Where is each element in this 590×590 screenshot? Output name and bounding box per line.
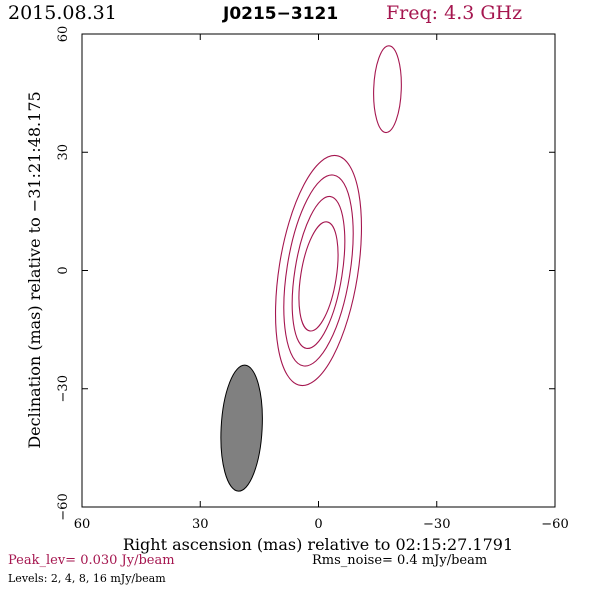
contour-core-4mjy (283, 174, 354, 367)
x-tick-label: −30 (423, 517, 450, 532)
plot-frame (81, 33, 556, 508)
y-tick-label: 30 (56, 144, 71, 161)
peak-level: Peak_lev= 0.030 Jy/beam (8, 553, 175, 568)
frequency-label: Freq: 4.3 GHz (386, 2, 523, 24)
contour-core-16mjy (298, 221, 339, 332)
contour-core-2mjy (274, 154, 363, 387)
restoring-beam (220, 364, 263, 492)
rms-noise: Rms_noise= 0.4 mJy/beam (312, 553, 488, 568)
y-tick-label: −60 (56, 493, 71, 520)
y-tick-label: −30 (56, 375, 71, 402)
contour-levels: Levels: 2, 4, 8, 16 mJy/beam (8, 572, 166, 585)
y-axis-label: Declination (mas) relative to −31:21:48.… (25, 91, 44, 448)
x-tick-label: 0 (314, 517, 322, 532)
contour-core-8mjy (291, 195, 346, 350)
contour-jet-knot-2mjy (373, 45, 402, 134)
x-tick-label: −60 (541, 517, 568, 532)
observation-date: 2015.08.31 (8, 2, 117, 24)
y-tick-label: 0 (56, 266, 71, 274)
y-tick-label: 60 (56, 26, 71, 43)
x-tick-label: 30 (192, 517, 209, 532)
x-tick-label: 60 (74, 517, 91, 532)
source-name: J0215−3121 (223, 4, 339, 24)
x-axis-label: Right ascension (mas) relative to 02:15:… (123, 535, 513, 554)
